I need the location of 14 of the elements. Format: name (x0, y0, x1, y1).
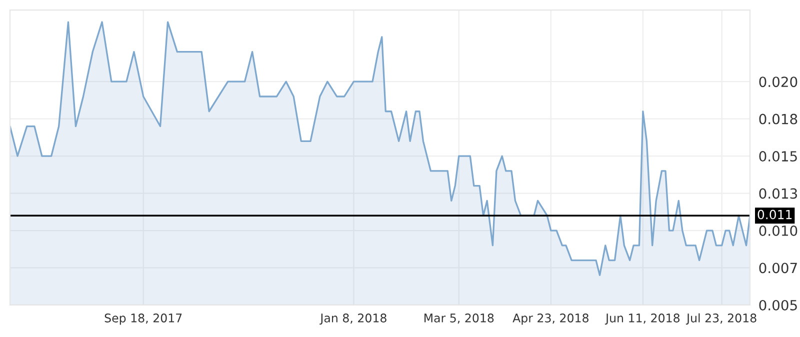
y-tick-label: 0.015 (759, 151, 797, 162)
x-tick-label: Jul 23, 2018 (686, 313, 756, 325)
y-tick-label: 0.005 (759, 300, 797, 310)
x-tick-label: Jan 8, 2018 (320, 314, 386, 325)
y-tick-label: 0.010 (759, 225, 798, 236)
x-tick-label: Apr 23, 2018 (512, 314, 588, 325)
x-tick-label: Jun 11, 2018 (604, 314, 680, 325)
x-tick-label: Mar 5, 2018 (424, 314, 494, 324)
y-tick-label: 0.018 (759, 114, 798, 124)
y-tick-label: 0.007 (759, 262, 797, 274)
y-tick-label: 0.013 (759, 188, 797, 199)
y-tick-label: 0.020 (759, 76, 798, 88)
x-tick-label: Sep 18, 2017 (104, 314, 182, 325)
ref-line-label: 0.011 (758, 210, 792, 220)
